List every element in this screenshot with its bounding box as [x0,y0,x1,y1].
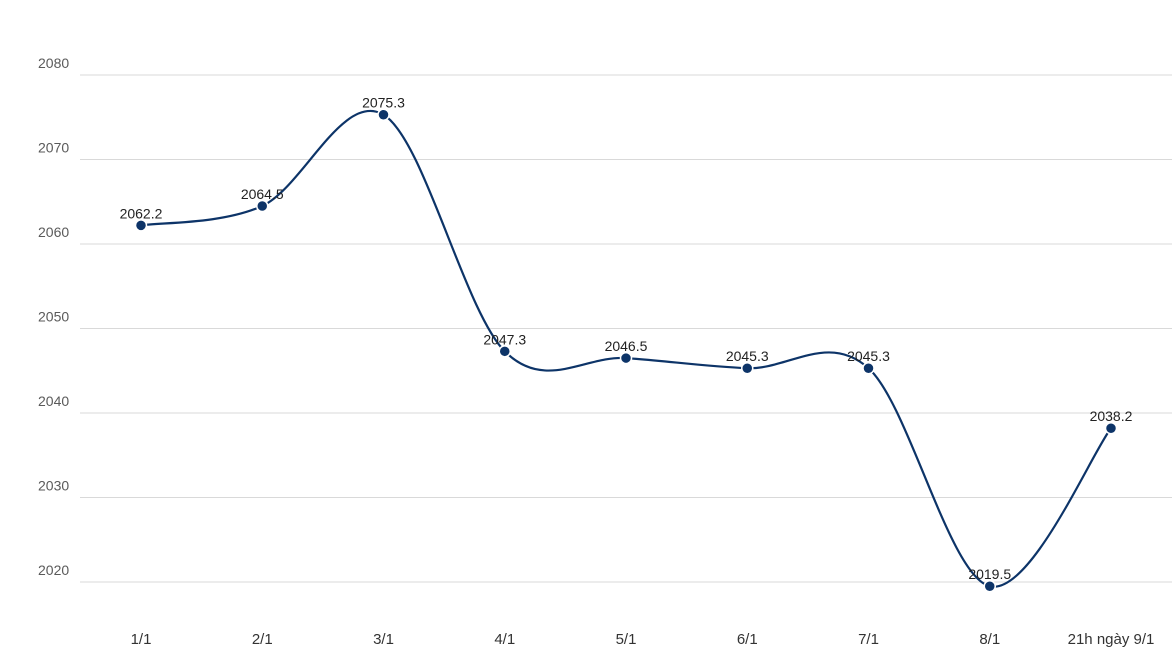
x-tick-label: 5/1 [616,631,637,648]
x-tick-label: 3/1 [373,631,394,648]
x-tick-label: 7/1 [858,631,879,648]
y-tick-label: 2080 [38,55,69,71]
data-point [983,579,996,593]
data-label: 2045.3 [726,348,769,364]
x-tick-label: 21h ngày 9/1 [1068,631,1155,648]
y-tick-label: 2040 [38,393,69,409]
data-label: 2075.3 [362,95,405,111]
data-label: 2064.5 [241,186,284,202]
y-axis-ticks: 2020 2030 2040 2050 2060 2070 2080 [38,55,69,578]
x-tick-label: 1/1 [131,631,152,648]
data-label: 2047.3 [483,331,526,347]
data-label: 2045.3 [847,348,890,364]
x-tick-label: 8/1 [979,631,1000,648]
y-tick-label: 2070 [38,140,69,156]
data-point [377,108,390,121]
gridlines [80,74,1172,583]
y-tick-label: 2020 [38,562,69,578]
x-tick-label: 6/1 [737,631,758,648]
y-tick-label: 2050 [38,309,69,325]
data-point [134,219,148,232]
data-label: 2019.5 [968,566,1011,582]
y-tick-label: 2060 [38,224,69,240]
x-tick-label: 4/1 [494,631,515,648]
data-label: 2062.2 [120,205,163,221]
data-point [619,351,633,365]
data-point [862,361,875,375]
data-point [498,345,511,358]
data-points [134,108,1118,593]
data-point [1104,421,1118,435]
data-label: 2046.5 [605,338,648,354]
data-labels: 2062.2 2064.5 2075.3 2047.3 2046.5 2045.3 2045… [120,95,1133,583]
x-tick-label: 2/1 [252,631,273,648]
data-point [741,361,754,375]
x-axis-ticks: 1/1 2/1 3/1 4/1 5/1 6/1 7/1 8/1 21h ngày 9/1 [131,631,1155,648]
data-point [256,199,269,213]
y-tick-label: 2030 [38,478,69,494]
data-label: 2038.2 [1090,408,1133,424]
